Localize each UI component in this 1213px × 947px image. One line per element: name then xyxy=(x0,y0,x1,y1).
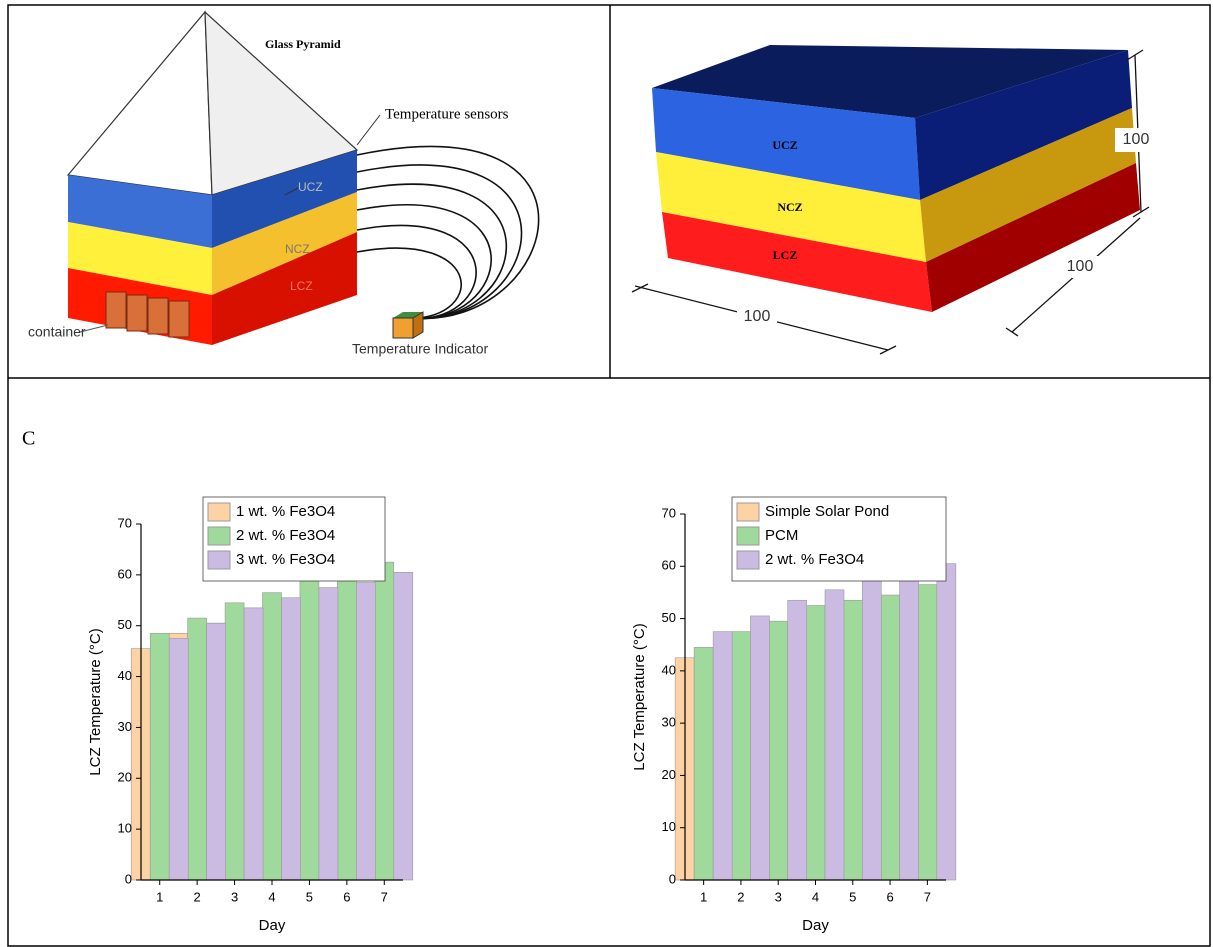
legend-swatch xyxy=(208,503,230,521)
legend-label: 2 wt. % Fe3O4 xyxy=(765,551,864,568)
bar xyxy=(918,585,937,880)
container-label: container xyxy=(28,324,86,340)
bar xyxy=(394,572,413,880)
y-tick-label: 50 xyxy=(662,610,676,625)
legend-label: 1 wt. % Fe3O4 xyxy=(236,503,335,520)
y-axis-label: LCZ Temperature (°C) xyxy=(631,623,648,770)
bar xyxy=(788,600,807,880)
bar xyxy=(694,647,713,880)
bar xyxy=(263,593,282,880)
x-tick-label: 7 xyxy=(924,889,931,904)
y-tick-label: 20 xyxy=(662,767,676,782)
legend-swatch xyxy=(208,551,230,569)
x-tick-label: 2 xyxy=(194,889,201,904)
bar xyxy=(881,595,900,880)
x-tick-label: 6 xyxy=(343,889,350,904)
bar xyxy=(282,598,301,880)
bar xyxy=(843,600,862,880)
zone-label: NCZ xyxy=(777,200,802,214)
y-tick-label: 70 xyxy=(662,505,676,520)
x-tick-label: 6 xyxy=(886,889,893,904)
legend-label: PCM xyxy=(765,527,798,544)
diagram-title: Glass Pyramid xyxy=(265,37,341,51)
legend-swatch xyxy=(737,551,759,569)
bar xyxy=(900,574,919,880)
zone-label: UCZ xyxy=(772,138,797,152)
legend-swatch xyxy=(737,503,759,521)
zone-label: NCZ xyxy=(285,242,310,256)
bar xyxy=(356,582,375,880)
x-tick-label: 1 xyxy=(700,889,707,904)
x-tick-label: 3 xyxy=(775,889,782,904)
x-tick-label: 2 xyxy=(737,889,744,904)
y-tick-label: 0 xyxy=(669,871,676,886)
chart: 0 10 20 30 40 50 60 70 1 2 3 4 5 6 7 Day LCZ Temperature… xyxy=(631,497,956,934)
y-tick-label: 30 xyxy=(662,715,676,730)
y-tick-label: 60 xyxy=(118,566,132,581)
y-axis-label: LCZ Temperature (°C) xyxy=(87,628,104,775)
x-tick-label: 5 xyxy=(306,889,313,904)
bar xyxy=(769,621,788,880)
bar xyxy=(319,588,338,880)
y-tick-label: 50 xyxy=(118,617,132,632)
x-tick-label: 1 xyxy=(156,889,163,904)
diagram-b: UCZ NCZ LCZ 100 100 100 xyxy=(632,45,1157,354)
bar xyxy=(825,590,844,880)
dimension-label: 100 xyxy=(1067,258,1094,275)
legend-label: 2 wt. % Fe3O4 xyxy=(236,527,335,544)
bar xyxy=(750,616,769,880)
bar xyxy=(713,632,732,880)
legend-swatch xyxy=(208,527,230,545)
bar xyxy=(806,606,825,881)
x-tick-label: 4 xyxy=(812,889,819,904)
sensor-label: Temperature sensors xyxy=(385,106,509,122)
legend-label: Simple Solar Pond xyxy=(765,503,889,520)
y-tick-label: 10 xyxy=(662,819,676,834)
zone-label: LCZ xyxy=(773,248,798,262)
bar xyxy=(337,567,356,880)
bar xyxy=(244,608,263,880)
bar xyxy=(375,562,394,880)
bar xyxy=(150,633,169,880)
dimension-label: 100 xyxy=(1123,131,1150,148)
bar xyxy=(731,632,750,880)
x-tick-label: 3 xyxy=(231,889,238,904)
bar xyxy=(300,577,319,880)
y-tick-label: 10 xyxy=(118,821,132,836)
y-tick-label: 40 xyxy=(662,662,676,677)
legend-swatch xyxy=(737,527,759,545)
figure: Glass Pyramid Temperature sensors UCZ NC… xyxy=(0,0,1213,947)
x-tick-label: 7 xyxy=(381,889,388,904)
zone-label: LCZ xyxy=(290,279,313,293)
x-axis-label: Day xyxy=(802,917,829,934)
zone-label: UCZ xyxy=(298,180,323,194)
y-tick-label: 30 xyxy=(118,719,132,734)
diagram-a: Glass Pyramid Temperature sensors UCZ NC… xyxy=(28,12,539,357)
panel-label: C xyxy=(22,428,35,450)
bar xyxy=(169,638,188,880)
bar xyxy=(937,564,956,880)
x-tick-label: 5 xyxy=(849,889,856,904)
y-tick-label: 40 xyxy=(118,668,132,683)
bar xyxy=(207,623,226,880)
bar xyxy=(862,579,881,880)
x-tick-label: 4 xyxy=(268,889,275,904)
x-axis-label: Day xyxy=(259,917,286,934)
bar xyxy=(225,603,244,880)
y-tick-label: 60 xyxy=(662,558,676,573)
chart: 0 10 20 30 40 50 60 70 1 2 3 4 5 6 7 Day LCZ Temperature… xyxy=(87,497,413,934)
bar xyxy=(188,618,207,880)
dimension-label: 100 xyxy=(744,308,771,325)
y-tick-label: 20 xyxy=(118,770,132,785)
indicator-label: Temperature Indicator xyxy=(352,341,489,357)
y-tick-label: 70 xyxy=(118,515,132,530)
legend-label: 3 wt. % Fe3O4 xyxy=(236,551,335,568)
y-tick-label: 0 xyxy=(125,871,132,886)
